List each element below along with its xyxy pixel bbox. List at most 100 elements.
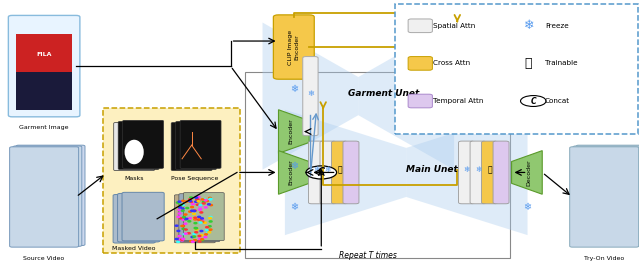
Circle shape bbox=[198, 238, 202, 239]
FancyBboxPatch shape bbox=[303, 56, 318, 136]
Circle shape bbox=[306, 166, 337, 179]
Circle shape bbox=[177, 241, 180, 242]
Circle shape bbox=[198, 216, 200, 218]
Circle shape bbox=[180, 240, 184, 241]
FancyBboxPatch shape bbox=[16, 72, 72, 110]
Circle shape bbox=[209, 197, 211, 199]
Text: 🔥: 🔥 bbox=[487, 165, 492, 174]
Circle shape bbox=[201, 239, 204, 240]
FancyBboxPatch shape bbox=[8, 15, 80, 117]
Text: Spatial Attn: Spatial Attn bbox=[433, 23, 476, 29]
Circle shape bbox=[199, 208, 202, 209]
Text: C: C bbox=[531, 96, 536, 105]
Text: Concat: Concat bbox=[545, 98, 570, 104]
Text: Temporal Attn: Temporal Attn bbox=[433, 98, 483, 104]
Circle shape bbox=[205, 201, 209, 202]
Text: ❄: ❄ bbox=[290, 84, 298, 94]
Circle shape bbox=[175, 225, 178, 226]
FancyBboxPatch shape bbox=[103, 109, 240, 253]
Circle shape bbox=[193, 217, 196, 218]
Circle shape bbox=[209, 199, 212, 200]
Circle shape bbox=[197, 196, 200, 198]
Text: Pose Sequence: Pose Sequence bbox=[171, 176, 218, 181]
Circle shape bbox=[178, 209, 181, 211]
Circle shape bbox=[195, 232, 198, 233]
Circle shape bbox=[196, 204, 199, 205]
Text: ❄: ❄ bbox=[290, 201, 298, 212]
Circle shape bbox=[185, 218, 188, 219]
Text: ❄: ❄ bbox=[524, 19, 535, 32]
Circle shape bbox=[180, 239, 184, 240]
Text: ❄: ❄ bbox=[290, 161, 298, 171]
Circle shape bbox=[178, 236, 181, 237]
FancyBboxPatch shape bbox=[308, 141, 324, 204]
Circle shape bbox=[208, 232, 211, 233]
Circle shape bbox=[195, 197, 198, 198]
Circle shape bbox=[191, 210, 193, 211]
Circle shape bbox=[195, 201, 198, 202]
Text: ❄: ❄ bbox=[307, 89, 314, 98]
Circle shape bbox=[181, 206, 184, 207]
FancyBboxPatch shape bbox=[408, 56, 433, 70]
Circle shape bbox=[182, 216, 186, 218]
Text: Freeze: Freeze bbox=[545, 23, 568, 29]
Circle shape bbox=[189, 211, 191, 212]
Circle shape bbox=[204, 222, 206, 223]
FancyBboxPatch shape bbox=[408, 19, 433, 33]
Circle shape bbox=[183, 233, 186, 235]
Circle shape bbox=[181, 226, 184, 227]
Text: Main Unet: Main Unet bbox=[406, 165, 458, 174]
Polygon shape bbox=[262, 22, 358, 170]
Text: 🔥: 🔥 bbox=[524, 57, 532, 70]
Circle shape bbox=[189, 201, 191, 202]
FancyBboxPatch shape bbox=[395, 4, 638, 134]
Circle shape bbox=[209, 218, 211, 219]
Ellipse shape bbox=[125, 140, 144, 164]
Text: Source Video: Source Video bbox=[24, 256, 65, 261]
Circle shape bbox=[520, 96, 546, 107]
FancyBboxPatch shape bbox=[10, 147, 79, 247]
FancyBboxPatch shape bbox=[320, 141, 336, 204]
Text: ❄: ❄ bbox=[324, 165, 331, 174]
Circle shape bbox=[207, 204, 211, 205]
Circle shape bbox=[177, 230, 180, 232]
Circle shape bbox=[199, 219, 202, 220]
Text: ❄: ❄ bbox=[475, 165, 481, 174]
Circle shape bbox=[209, 229, 212, 230]
Circle shape bbox=[204, 236, 207, 238]
Circle shape bbox=[197, 201, 200, 202]
Circle shape bbox=[177, 216, 180, 218]
FancyBboxPatch shape bbox=[470, 141, 486, 204]
FancyBboxPatch shape bbox=[183, 193, 224, 241]
Polygon shape bbox=[285, 110, 406, 235]
FancyBboxPatch shape bbox=[16, 145, 85, 246]
FancyBboxPatch shape bbox=[180, 120, 221, 168]
Text: Decoder: Decoder bbox=[526, 159, 531, 186]
Circle shape bbox=[179, 204, 182, 205]
FancyBboxPatch shape bbox=[172, 122, 212, 170]
Circle shape bbox=[198, 235, 201, 236]
Circle shape bbox=[199, 239, 202, 240]
Circle shape bbox=[193, 210, 196, 212]
Circle shape bbox=[200, 212, 203, 213]
Circle shape bbox=[186, 201, 188, 202]
FancyBboxPatch shape bbox=[493, 141, 509, 204]
Circle shape bbox=[182, 219, 185, 221]
Circle shape bbox=[209, 221, 212, 222]
Circle shape bbox=[209, 198, 212, 199]
Circle shape bbox=[198, 241, 201, 242]
FancyBboxPatch shape bbox=[459, 141, 474, 204]
Circle shape bbox=[182, 226, 184, 227]
Circle shape bbox=[201, 199, 204, 200]
Circle shape bbox=[198, 219, 202, 220]
Circle shape bbox=[208, 226, 211, 227]
FancyBboxPatch shape bbox=[481, 141, 497, 204]
Circle shape bbox=[205, 227, 209, 228]
Text: Repeat T times: Repeat T times bbox=[339, 251, 397, 260]
Circle shape bbox=[184, 233, 187, 234]
FancyBboxPatch shape bbox=[573, 146, 640, 246]
Circle shape bbox=[191, 204, 195, 205]
Circle shape bbox=[196, 199, 199, 200]
Circle shape bbox=[189, 197, 193, 198]
Text: Encoder: Encoder bbox=[288, 119, 293, 144]
